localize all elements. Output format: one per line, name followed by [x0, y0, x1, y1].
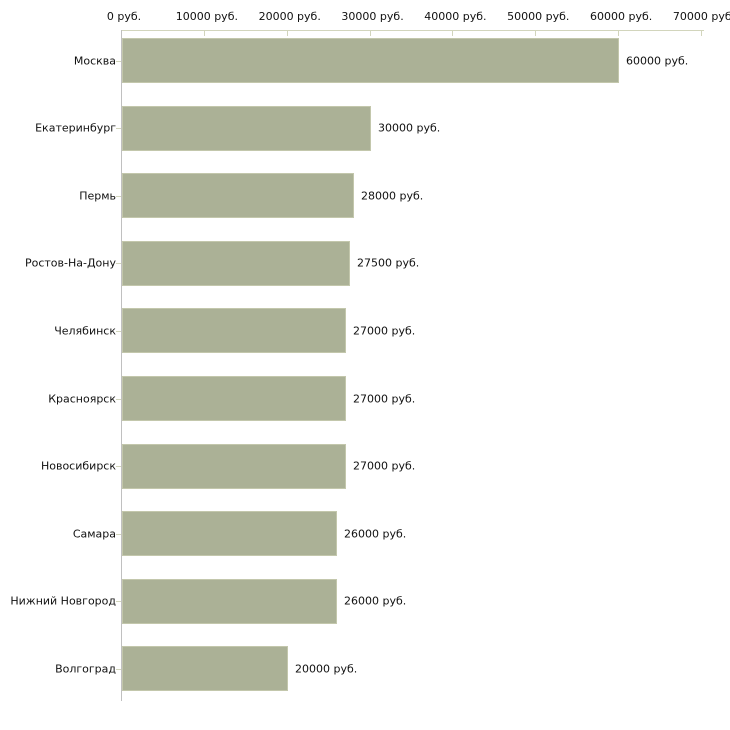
- category-label: Ростов-На-Дону: [24, 256, 116, 270]
- x-tick-label: 30000 руб.: [341, 10, 404, 23]
- bar-1: [122, 38, 619, 83]
- x-tick-mark: [701, 31, 702, 36]
- value-label: 28000 руб.: [361, 189, 424, 203]
- y-tick-mark: [116, 128, 121, 129]
- x-axis-line: [121, 30, 704, 31]
- bar-8: [122, 511, 337, 557]
- x-tick-mark: [203, 31, 205, 36]
- x-tick-mark: [452, 31, 454, 36]
- value-label: 60000 руб.: [626, 54, 689, 67]
- bar-5: [122, 308, 346, 354]
- bar-3: [122, 173, 354, 219]
- bar-4: [122, 240, 350, 286]
- y-tick-mark: [116, 196, 121, 197]
- x-tick-label: 50000 руб.: [507, 10, 570, 23]
- category-label: Челябинск: [54, 324, 116, 338]
- category-label: Пермь: [79, 189, 116, 203]
- x-tick-mark: [535, 31, 537, 36]
- category-label: Москва: [73, 54, 116, 67]
- x-tick-label: 0 руб.: [106, 10, 142, 23]
- bar-9: [122, 578, 337, 624]
- category-label: Нижний Новгород: [10, 594, 116, 608]
- category-label: Красноярск: [48, 392, 116, 405]
- value-label: 26000 руб.: [344, 594, 407, 608]
- bar-7: [122, 443, 346, 489]
- bar-6: [122, 376, 346, 421]
- category-label: Новосибирск: [40, 459, 116, 473]
- x-tick-mark: [369, 31, 371, 36]
- value-label: 26000 руб.: [344, 527, 407, 541]
- y-tick-mark: [116, 669, 121, 670]
- y-tick-mark: [116, 466, 121, 467]
- y-tick-mark: [116, 601, 121, 602]
- x-tick-label: 40000 руб.: [424, 10, 487, 23]
- x-tick-label: 20000 руб.: [258, 10, 321, 23]
- category-label: Самара: [72, 527, 116, 541]
- y-tick-mark: [116, 331, 121, 332]
- y-tick-mark: [116, 263, 121, 264]
- value-label: 27000 руб.: [353, 459, 416, 473]
- y-tick-mark: [116, 399, 121, 400]
- x-tick-label: 10000 руб.: [175, 10, 238, 23]
- value-label: 27500 руб.: [357, 256, 420, 270]
- x-tick-label: 70000 руб.: [672, 10, 730, 23]
- x-tick-mark: [286, 31, 288, 36]
- y-axis-line: [121, 30, 122, 701]
- x-tick-mark: [618, 31, 620, 36]
- bar-10: [122, 646, 288, 692]
- value-label: 27000 руб.: [353, 324, 416, 338]
- value-label: 27000 руб.: [353, 392, 416, 405]
- category-label: Волгоград: [55, 662, 116, 676]
- y-tick-mark: [116, 61, 121, 62]
- category-label: Екатеринбург: [35, 121, 116, 135]
- value-label: 20000 руб.: [295, 662, 358, 676]
- y-tick-mark: [116, 534, 121, 535]
- bar-2: [122, 105, 371, 151]
- value-label: 30000 руб.: [378, 121, 441, 135]
- x-tick-label: 60000 руб.: [590, 10, 653, 23]
